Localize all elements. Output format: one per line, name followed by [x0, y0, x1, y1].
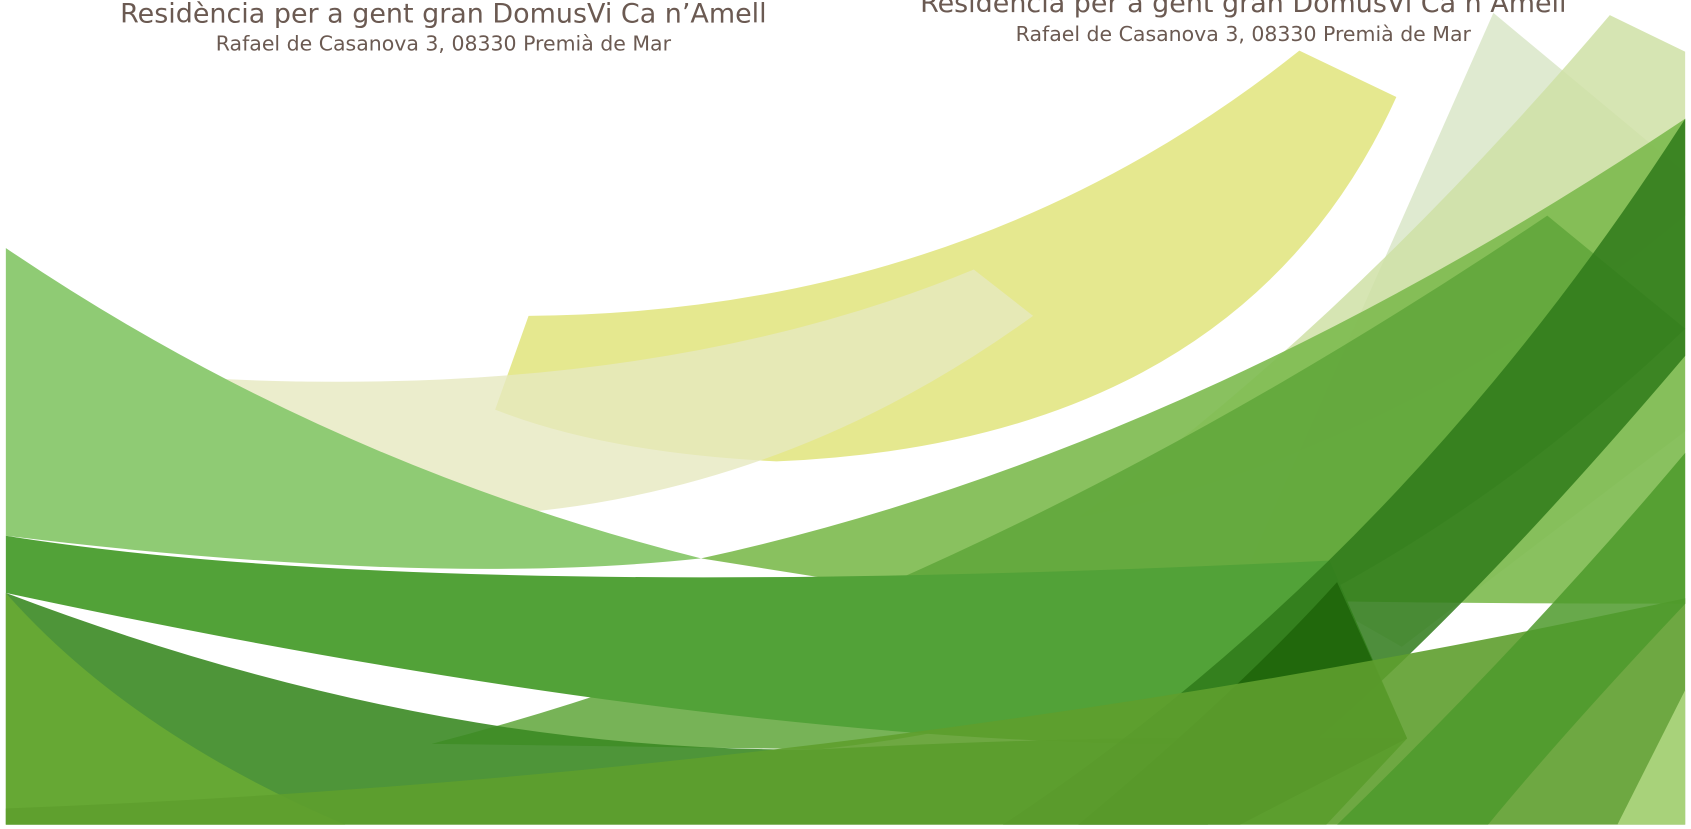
brochure-page: Residència per a gent gran DomusVi Ca n’… — [0, 0, 1691, 829]
residence-title: Residència per a gent gran DomusVi Ca n’… — [120, 0, 766, 30]
residence-address: Rafael de Casanova 3, 08330 Premià de Ma… — [1016, 22, 1472, 46]
page: {"blocks": [ {"title": "Residència per a… — [0, 0, 1691, 829]
residence-title: Residència per a gent gran DomusVi Ca n’… — [920, 0, 1566, 19]
residence-address: Rafael de Casanova 3, 08330 Premià de Ma… — [216, 32, 672, 56]
green-waves — [6, 13, 1686, 825]
